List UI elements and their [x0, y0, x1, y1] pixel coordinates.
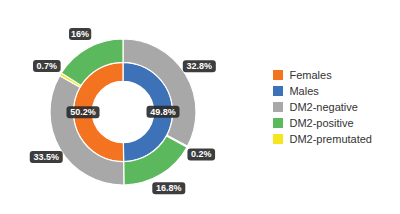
html-text:DM2-premutated: DM2-premutated — [289, 133, 372, 145]
html-text:DM2-negative: DM2-negative — [289, 101, 358, 113]
html-text:DM2-positive: DM2-positive — [289, 117, 354, 129]
html-text:Males: Males — [289, 85, 319, 97]
svg-text:32.8%: 32.8% — [187, 61, 213, 71]
html-text:Females: Females — [289, 69, 332, 81]
svg-text:50.2%: 50.2% — [70, 107, 96, 117]
svg-text:0.7%: 0.7% — [37, 61, 58, 71]
svg-text:49.8%: 49.8% — [150, 107, 176, 117]
svg-text:16.8%: 16.8% — [156, 183, 182, 193]
svg-text:0.2%: 0.2% — [191, 149, 212, 159]
svg-text:33.5%: 33.5% — [33, 152, 59, 162]
svg-text:16%: 16% — [71, 29, 89, 39]
